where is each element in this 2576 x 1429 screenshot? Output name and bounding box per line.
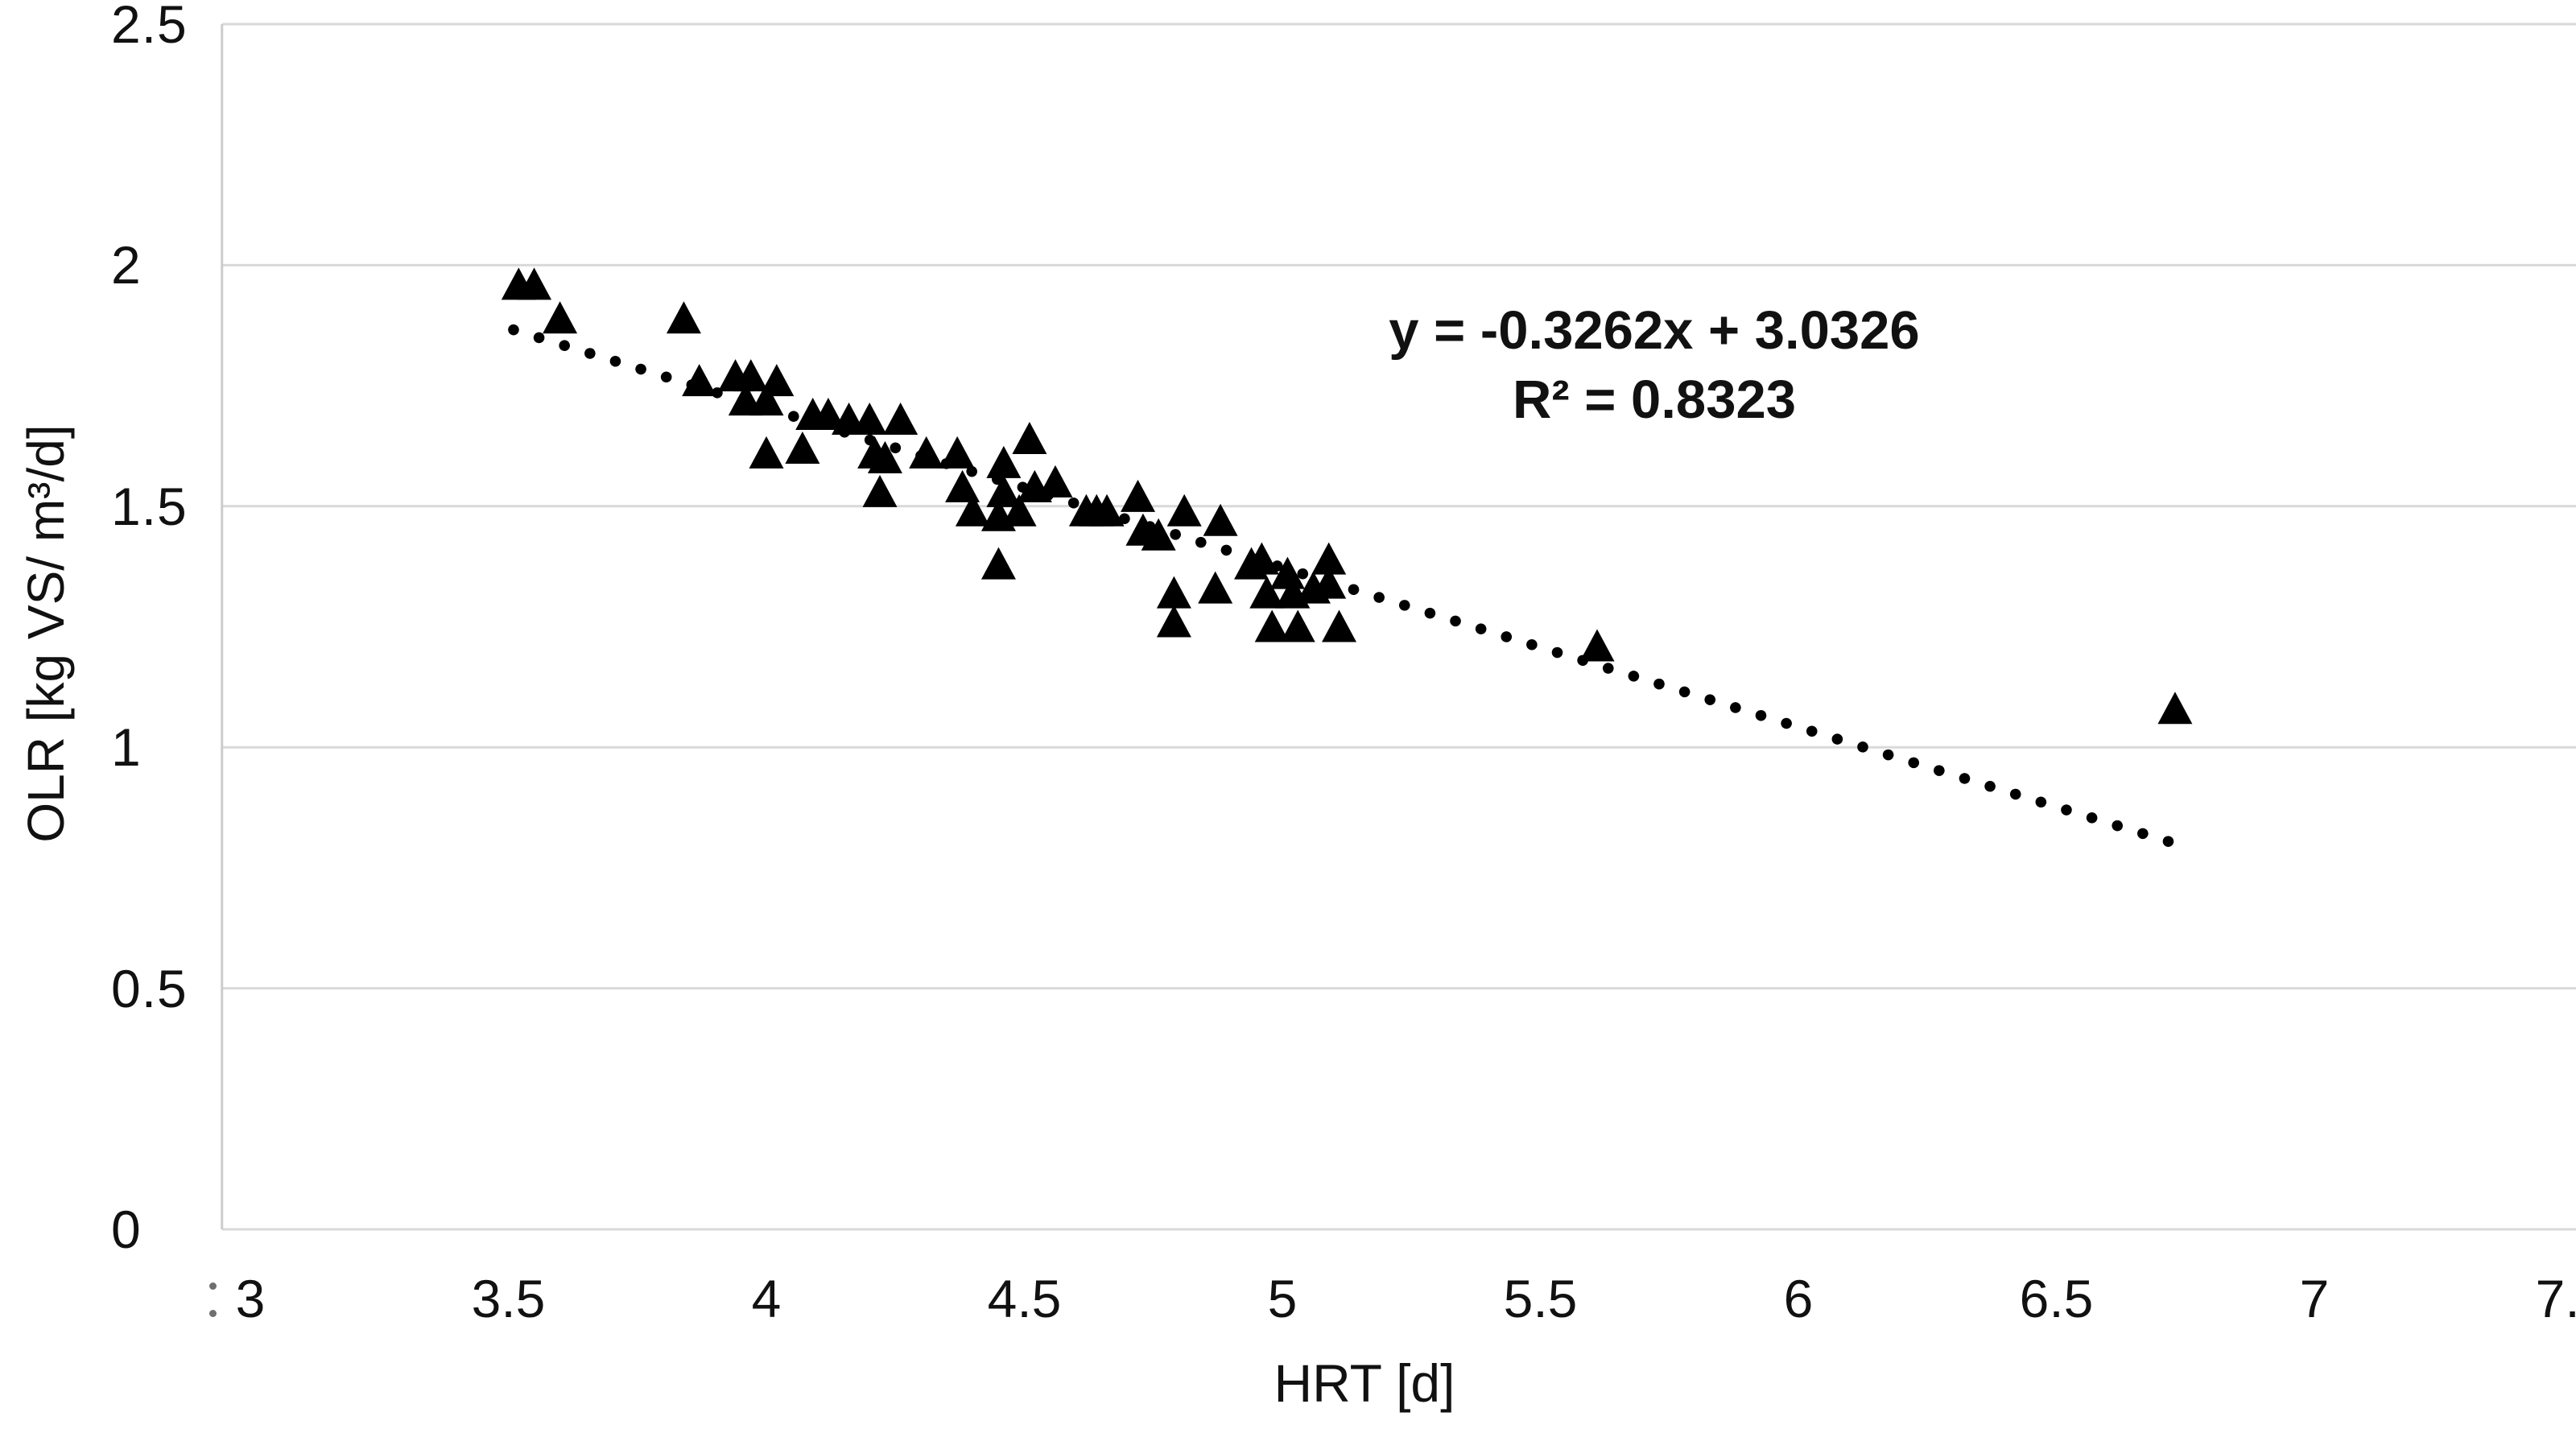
x-tick-label-7.5: 7.5 — [2535, 1269, 2576, 1328]
data-point-triangle — [1038, 465, 1073, 498]
data-point-triangle — [1156, 605, 1191, 638]
data-point-triangle — [1249, 576, 1285, 609]
data-point-triangle — [1579, 629, 1615, 662]
data-point-triangle — [862, 474, 898, 507]
data-point-triangle — [986, 445, 1022, 478]
x-axis-title: HRT [d] — [1274, 1353, 1455, 1413]
data-point-triangle — [1156, 576, 1191, 609]
y-axis-title: OLR [kg VS/ m³/d] — [17, 424, 75, 843]
r-squared-text: R² = 0.8323 — [1513, 370, 1796, 430]
data-point-triangle — [1244, 542, 1279, 575]
x-tick-label-7: 7 — [2299, 1269, 2330, 1328]
x-tick-label-4: 4 — [751, 1269, 782, 1328]
data-point-triangle — [733, 359, 769, 392]
data-point-triangle — [1198, 571, 1233, 604]
data-point-triangle — [909, 436, 944, 469]
data-point-triangle — [749, 436, 784, 469]
trendline-equation-text: y = -0.3262x + 3.0326 — [1389, 300, 1920, 361]
trendline-equation-annotation: y = -0.3262x + 3.0326 R² = 0.8323 — [1252, 296, 2057, 435]
x-tick-label-5.5: 5.5 — [1503, 1269, 1578, 1328]
data-point-triangle — [1280, 609, 1315, 642]
x-tick-label-3.5: 3.5 — [471, 1269, 546, 1328]
y-tick-label-2.5: 2.5 — [111, 0, 188, 54]
data-point-triangle — [1269, 556, 1305, 589]
data-point-triangle — [986, 474, 1022, 507]
data-point-triangle — [666, 301, 701, 334]
data-point-triangle — [980, 547, 1016, 580]
data-point-triangles — [501, 267, 2193, 725]
data-point-triangle — [945, 469, 980, 502]
y-tick-label-2: 2 — [111, 235, 142, 295]
data-point-triangle — [749, 383, 784, 416]
data-point-triangle — [867, 440, 902, 473]
data-point-triangle — [811, 398, 846, 431]
data-point-triangle — [1141, 518, 1176, 551]
data-point-triangle — [1275, 576, 1311, 609]
data-point-triangle — [2157, 692, 2193, 725]
data-point-triangle — [682, 364, 717, 397]
data-point-triangle — [1089, 494, 1125, 527]
x-tick-label-5: 5 — [1267, 1269, 1298, 1328]
data-point-triangle — [1322, 609, 1357, 642]
data-point-triangle — [1311, 566, 1347, 599]
data-point-triangle — [1012, 421, 1047, 454]
x-tick-label-3: 3 — [235, 1269, 266, 1328]
data-point-triangle — [1166, 494, 1202, 527]
data-point-triangle — [1001, 494, 1037, 527]
data-point-triangle — [955, 494, 990, 527]
y-tick-label-1.5: 1.5 — [111, 476, 188, 536]
data-point-triangle — [1254, 609, 1290, 642]
data-point-triangle — [852, 403, 887, 436]
cropped-label-artifact-dot — [209, 1310, 217, 1317]
data-point-triangle — [1311, 542, 1347, 575]
y-tick-label-0: 0 — [111, 1200, 142, 1259]
data-point-triangle — [785, 431, 820, 464]
y-tick-label-1: 1 — [111, 717, 142, 778]
x-tick-label-4.5: 4.5 — [987, 1269, 1062, 1328]
data-point-triangle — [1121, 479, 1156, 512]
data-point-triangle — [543, 301, 578, 334]
dotted-trendline — [508, 324, 2186, 851]
x-tick-label-6: 6 — [1783, 1269, 1814, 1328]
data-point-triangle — [517, 267, 552, 300]
y-tick-label-0.5: 0.5 — [111, 958, 188, 1018]
data-point-triangle — [883, 403, 919, 436]
x-tick-label-6.5: 6.5 — [2019, 1269, 2094, 1328]
data-point-triangle — [1203, 503, 1238, 536]
data-point-triangle — [939, 436, 975, 469]
cropped-label-artifact-dot — [209, 1282, 217, 1290]
horizontal-gridlines — [221, 23, 2576, 1231]
